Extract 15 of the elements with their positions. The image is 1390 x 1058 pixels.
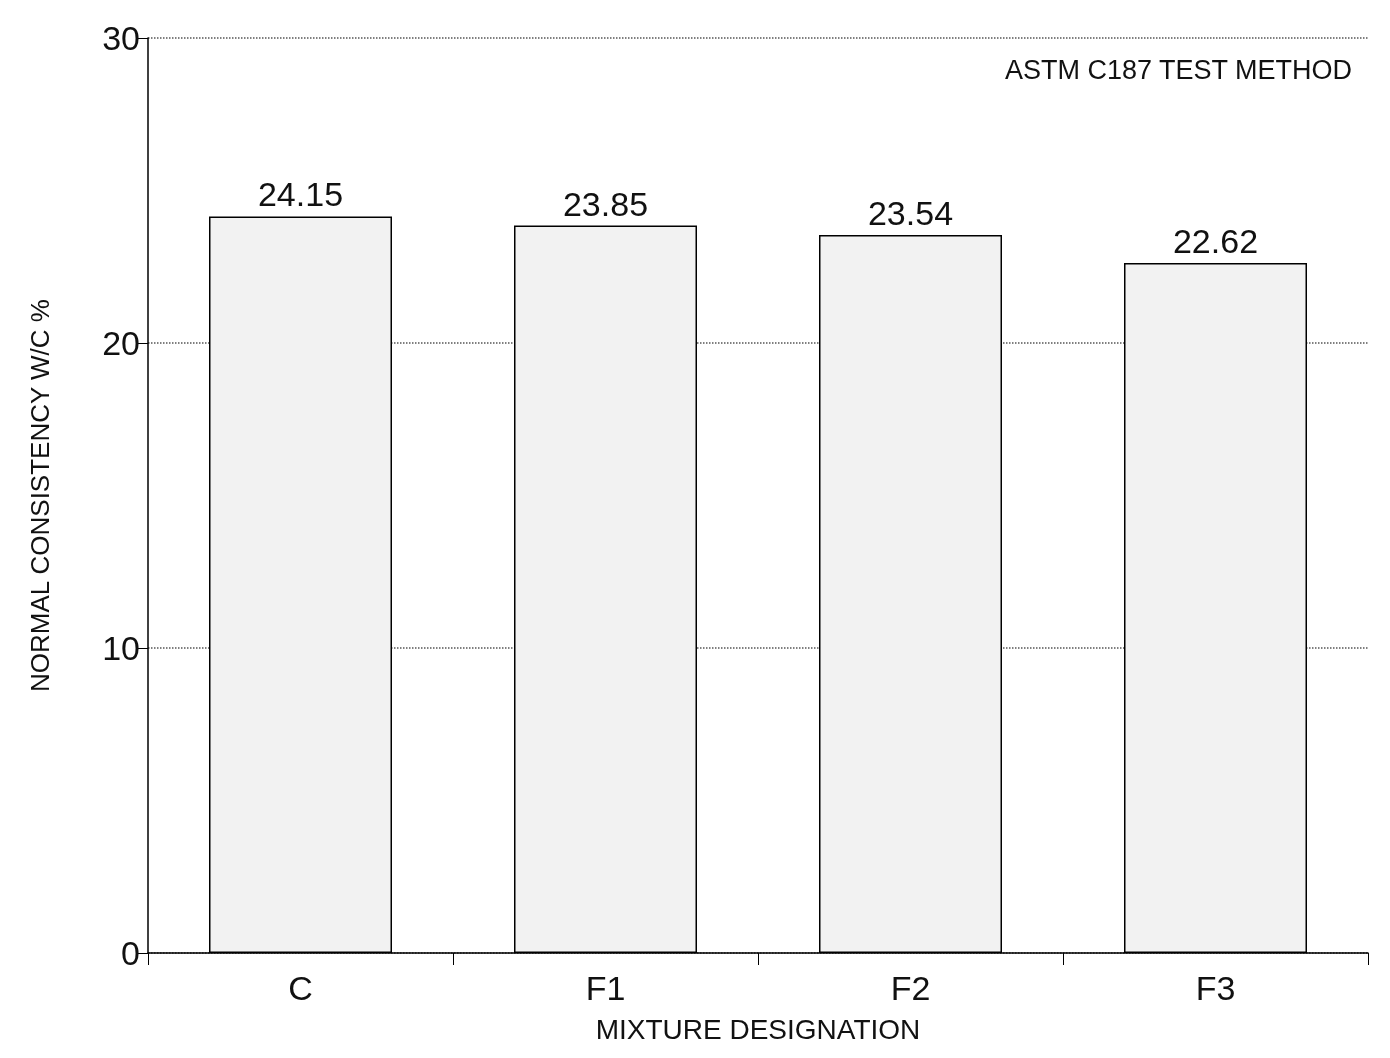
y-tick-label: 20	[102, 324, 140, 362]
y-axis-title: NORMAL CONSISTENCY W/C %	[25, 299, 55, 692]
data-label: 24.15	[257, 175, 344, 214]
data-label: 23.85	[562, 184, 649, 223]
x-tick-label: F3	[1195, 969, 1236, 1007]
data-label: 23.54	[867, 194, 954, 233]
x-tick-label: F2	[890, 969, 931, 1007]
x-axis-title: MIXTURE DESIGNATION	[595, 1013, 921, 1045]
x-tick-label: F1	[585, 969, 626, 1007]
y-tick-label: 10	[102, 629, 140, 667]
y-tick-label: 30	[102, 19, 140, 57]
y-tick-label: 0	[121, 934, 140, 972]
data-label: 22.62	[1172, 222, 1259, 261]
x-tick-label: C	[288, 969, 313, 1007]
annotation: ASTM C187 TEST METHOD	[1004, 54, 1353, 85]
